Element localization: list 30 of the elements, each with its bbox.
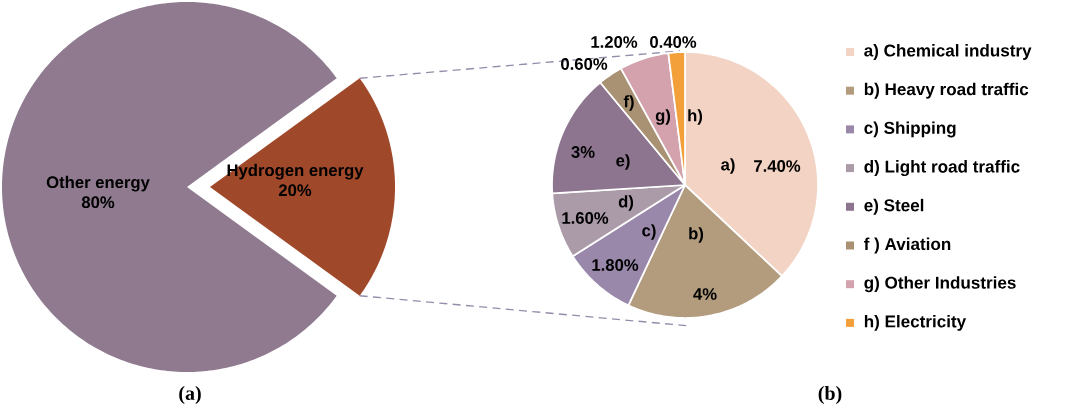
text: c) [642,224,656,240]
legend-label: d) Light road traffic [864,160,1020,177]
legend-label: h) Electricity [864,314,967,331]
data-label: 1.60% [562,212,609,224]
data-label: 0.40% [650,36,697,48]
legend-label: g) Other Industries [864,276,1016,293]
slice-label: Hydrogen energy [227,163,364,180]
data-label: 3% [571,146,595,158]
text: f) [623,95,634,111]
text: g) [655,109,671,125]
text: (a) [179,385,201,405]
data-label: 20% [278,184,312,197]
text: a) [721,158,735,174]
data-label: 1.80% [592,259,639,271]
legend-label: e) Steel [864,198,924,215]
data-label: 1.20% [591,36,638,48]
text: e) [616,154,630,170]
data-label: 80% [81,196,115,209]
text: d) [618,195,634,211]
text: b) [689,227,704,243]
slice-label: Other energy [46,175,150,192]
text: (b) [818,385,842,405]
data-label: 4% [693,288,717,300]
data-label: 0.60% [561,58,608,70]
data-label: 7.40% [754,160,801,172]
legend-label: b) Heavy road traffic [864,82,1029,99]
legend-label: c) Shipping [864,121,956,138]
legend-label: f ) Aviation [864,237,951,254]
legend-label: a) Chemical industry [864,44,1032,60]
text: h) [688,109,703,125]
